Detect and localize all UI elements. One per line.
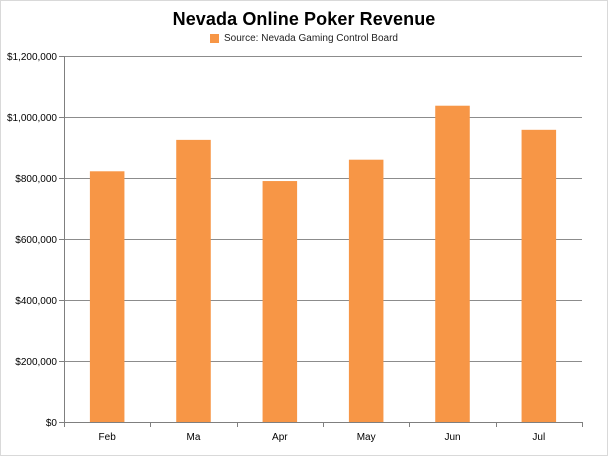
- bar: [348, 159, 384, 422]
- bar: [176, 139, 211, 422]
- chart-legend: Source: Nevada Gaming Control Board: [0, 33, 608, 44]
- x-tick-label: Jul: [532, 432, 545, 443]
- y-tick-label: $800,000: [15, 174, 57, 185]
- y-tick-label: $0: [46, 418, 58, 429]
- bar: [435, 105, 470, 422]
- y-tick-label: $1,000,000: [7, 113, 57, 124]
- bar: [262, 181, 298, 422]
- x-tick-label: Ma: [187, 432, 201, 443]
- legend-label: Source: Nevada Gaming Control Board: [224, 33, 398, 44]
- y-tick-label: $600,000: [15, 235, 57, 246]
- legend-swatch: [210, 34, 219, 43]
- x-tick-label: Jun: [444, 432, 460, 443]
- x-tick-label: Feb: [99, 432, 117, 443]
- bar: [521, 129, 557, 422]
- x-tick-label: May: [357, 432, 376, 443]
- y-tick-label: $400,000: [15, 296, 57, 307]
- y-tick-label: $1,200,000: [7, 52, 57, 63]
- chart-title: Nevada Online Poker Revenue: [172, 9, 436, 29]
- bar: [89, 171, 125, 422]
- y-tick-label: $200,000: [15, 357, 57, 368]
- x-tick-label: Apr: [272, 432, 288, 443]
